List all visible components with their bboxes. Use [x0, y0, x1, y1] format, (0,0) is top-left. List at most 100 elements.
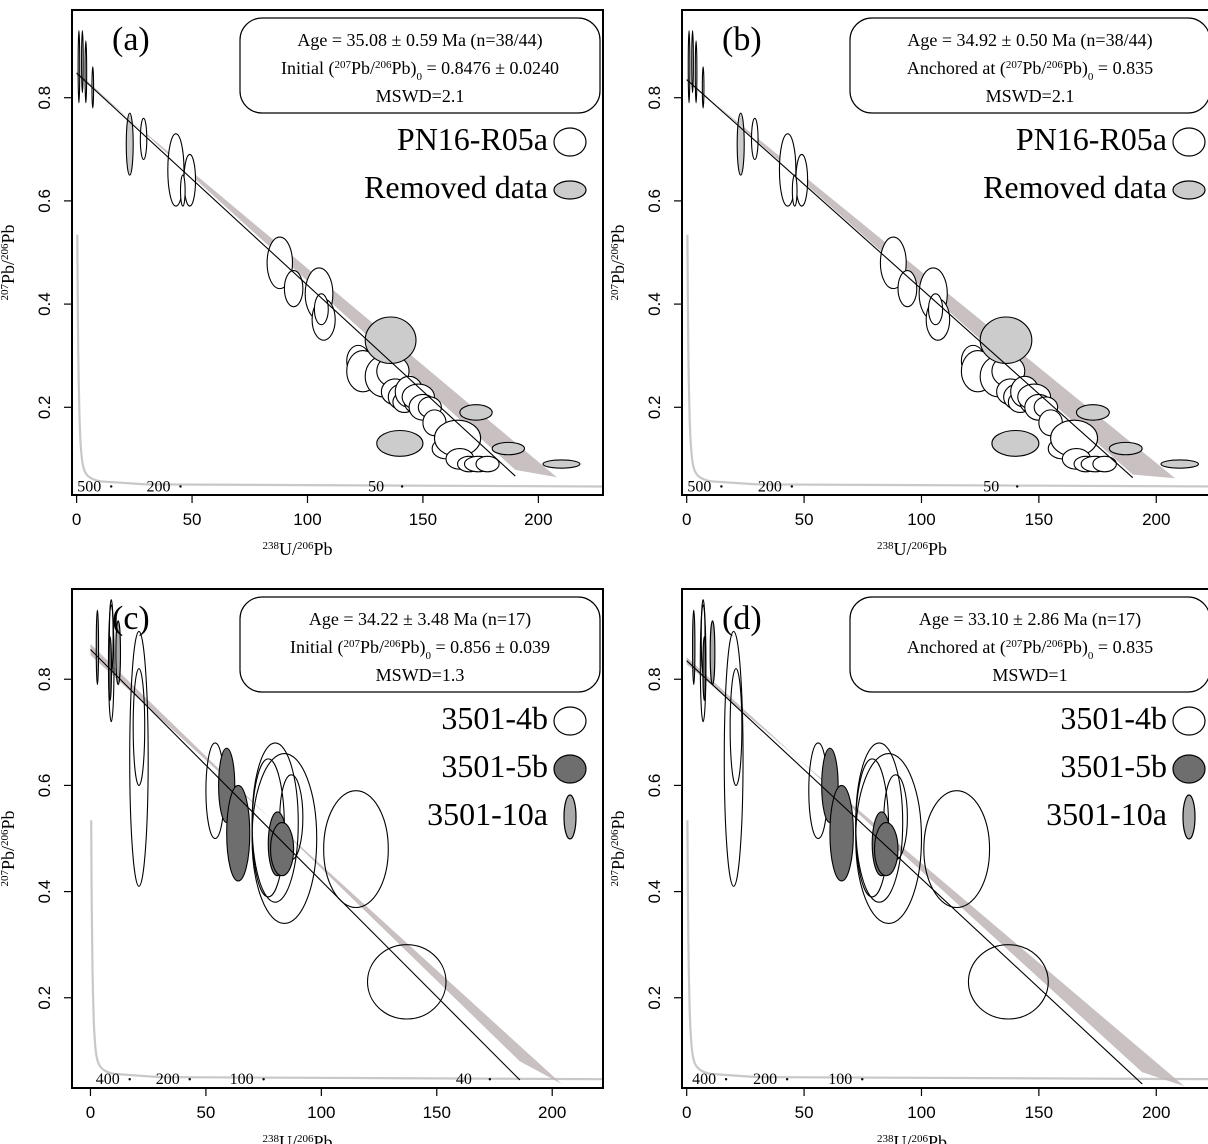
legend-label: 3501-5b	[441, 748, 548, 784]
y-axis-label-part: Pb	[0, 851, 18, 870]
y-axis-label: 207Pb/206Pb	[608, 224, 628, 300]
y-tick-label: 0.4	[645, 880, 664, 904]
data-ellipse	[873, 822, 899, 877]
data-ellipse	[967, 944, 1049, 1020]
x-tick-label: 100	[307, 1103, 335, 1122]
y-axis-label-part: /	[0, 846, 18, 851]
x-tick-label: 200	[524, 510, 552, 529]
x-tick-label: 0	[682, 1103, 691, 1122]
legend-marker	[1172, 180, 1206, 200]
concordia-label: 200	[156, 1071, 180, 1088]
x-tick-label: 100	[907, 1103, 935, 1122]
data-ellipse	[897, 270, 918, 308]
data-ellipse	[125, 112, 134, 176]
data-ellipse	[542, 459, 581, 469]
data-ellipse	[364, 316, 417, 364]
x-axis-label-part: 206	[912, 1133, 929, 1144]
legend-marker	[1182, 794, 1196, 840]
x-tick-label: 50	[183, 510, 202, 529]
data-ellipse	[879, 236, 907, 290]
y-tick-label: 0.4	[645, 292, 664, 316]
data-ellipse	[1108, 441, 1143, 456]
stats-mswd: MSWD=1.3	[376, 665, 465, 685]
x-axis-label-part: Pb	[928, 539, 947, 559]
y-axis-label-part: Pb	[608, 224, 628, 243]
plot-area: 500 200 50	[686, 30, 1208, 495]
x-tick-label: 150	[1025, 1103, 1053, 1122]
stats-ratio-part: = 0.835	[1093, 637, 1153, 657]
data-ellipse	[855, 753, 923, 924]
legend-label: 3501-10a	[427, 796, 548, 832]
data-ellipse	[475, 455, 500, 473]
x-tick-label: 150	[423, 1103, 451, 1122]
data-ellipse	[376, 429, 424, 457]
x-axis-label-part: U	[279, 1132, 292, 1144]
plot-frame	[681, 9, 1208, 496]
data-ellipse	[991, 429, 1040, 457]
legend-label: 3501-10a	[1046, 796, 1167, 832]
data-ellipse	[750, 117, 759, 161]
data-ellipse	[692, 609, 696, 686]
y-tick-label: 0.6	[645, 774, 664, 798]
y-axis-label: 207Pb/206Pb	[0, 224, 18, 300]
data-ellipse	[366, 944, 447, 1020]
stats-ratio-part: 206	[384, 638, 401, 650]
x-axis-label: 238U/206Pb	[262, 1132, 332, 1144]
concordia-label: 400	[692, 1071, 716, 1088]
stats-box	[239, 17, 601, 114]
concordia-tick	[1016, 485, 1019, 488]
y-tick-label: 0.8	[35, 667, 54, 691]
legend-label: 3501-5b	[1060, 748, 1167, 784]
data-ellipse	[81, 30, 84, 94]
concordia-tick	[488, 1078, 492, 1081]
legend-label: Removed data	[364, 169, 548, 205]
data-ellipse	[687, 30, 691, 104]
y-axis-label-part: Pb	[608, 265, 628, 284]
concordia-label: 200	[753, 1071, 777, 1088]
data-ellipse	[139, 117, 148, 161]
x-tick-label: 0	[72, 510, 81, 529]
y-tick-label: 0.2	[645, 395, 664, 419]
x-tick-label: 150	[1025, 510, 1053, 529]
concordia-tick	[179, 485, 182, 488]
concordia-tick	[262, 1078, 265, 1081]
regression-line	[90, 649, 521, 1081]
data-ellipse	[459, 404, 493, 421]
data-ellipse	[266, 236, 294, 290]
concordia-label: 50	[368, 478, 384, 495]
stats-ratio-part: 0	[416, 71, 422, 83]
x-axis-label-part: U	[893, 539, 906, 559]
y-axis-label-part: /	[608, 846, 628, 851]
y-tick-label: 0.8	[645, 667, 664, 691]
data-ellipse	[323, 790, 389, 909]
concordia-label: 40	[456, 1071, 472, 1088]
regression-line	[686, 79, 1134, 479]
stats-ratio-part: Pb)	[1063, 637, 1088, 658]
data-ellipse	[226, 784, 251, 882]
data-ellipse	[795, 153, 809, 207]
data-ellipse	[979, 316, 1033, 364]
data-ellipse	[709, 620, 716, 686]
concordia-label: 500	[687, 478, 711, 495]
x-axis-label-part: 206	[297, 540, 314, 552]
data-ellipse	[701, 66, 705, 109]
stats-ratio-part: Pb/	[351, 58, 375, 78]
x-axis-label-part: 238	[262, 1133, 279, 1144]
concordia-label: 100	[230, 1071, 254, 1088]
y-axis-label-part: Pb	[0, 265, 18, 284]
data-ellipse	[491, 441, 526, 456]
data-ellipse	[132, 668, 146, 786]
x-tick-label: 100	[293, 510, 321, 529]
data-ellipse	[84, 40, 88, 104]
stats-age: Age = 33.10 ± 2.86 Ma (n=17)	[919, 609, 1141, 630]
stats-ratio-part: 0	[1088, 71, 1094, 83]
x-tick-label: 150	[409, 510, 437, 529]
panel-label: (c)	[112, 600, 150, 637]
concordia-tick	[861, 1078, 864, 1081]
y-axis-label-part: Pb	[0, 224, 18, 243]
data-ellipse	[691, 30, 694, 94]
x-axis-label-part: /	[292, 1132, 297, 1144]
concordia-tick	[188, 1078, 191, 1081]
